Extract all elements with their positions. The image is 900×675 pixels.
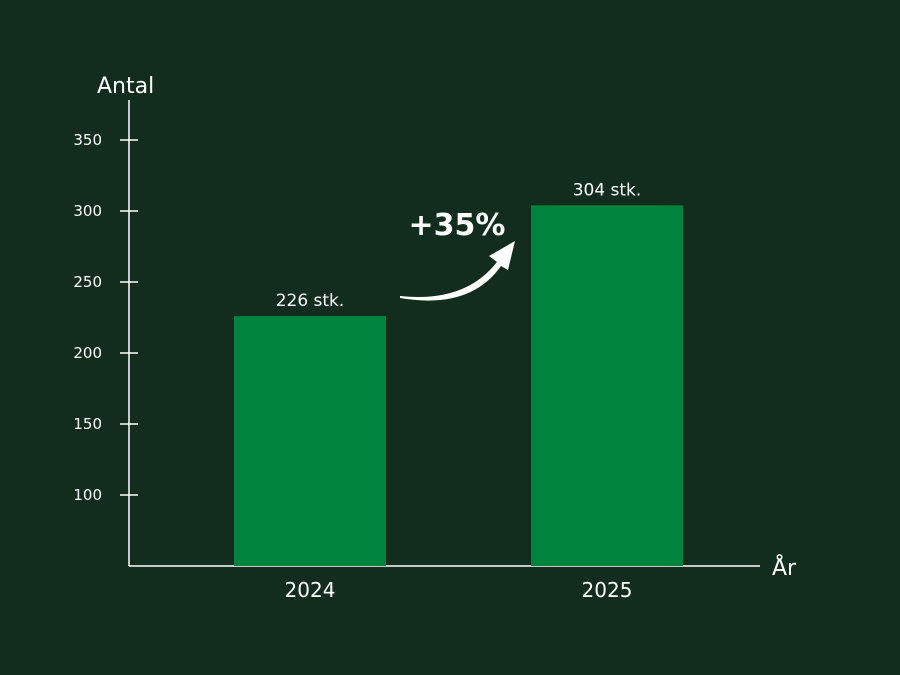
growth-annotation: +35% [400, 208, 515, 301]
y-tick-label: 350 [73, 131, 102, 149]
x-tick-label: 2024 [285, 578, 336, 602]
x-axis-label: År [772, 554, 797, 581]
bar-data-label: 226 stk. [276, 291, 345, 311]
y-axis-label: Antal [97, 74, 154, 99]
y-tick-label: 150 [73, 415, 102, 433]
up-arrow-icon [400, 241, 515, 301]
y-tick-label: 200 [73, 344, 102, 362]
bar-2024 [234, 316, 386, 566]
growth-label: +35% [409, 208, 506, 243]
bar-2025 [531, 205, 683, 566]
bar-data-label: 304 stk. [573, 180, 642, 200]
y-tick-label: 100 [73, 486, 102, 504]
x-tick-label: 2025 [582, 578, 633, 602]
y-tick-label: 250 [73, 273, 102, 291]
y-tick-label: 300 [73, 202, 102, 220]
